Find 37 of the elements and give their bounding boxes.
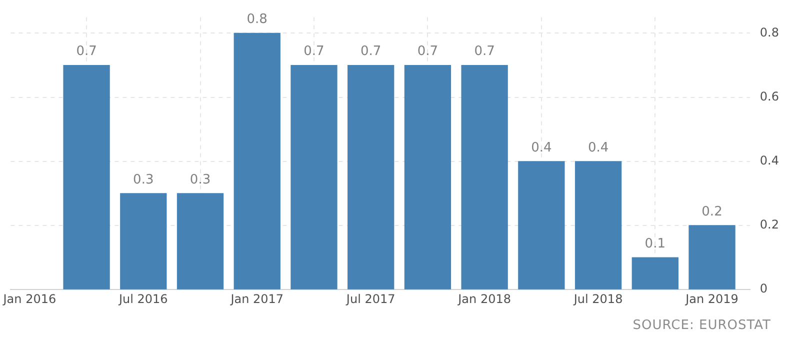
bar (120, 193, 167, 290)
bar (461, 64, 508, 290)
x-tick-label: Jan 2017 (230, 292, 284, 306)
x-tick-label: Jul 2016 (118, 292, 168, 306)
y-tick-label: 0.8 (760, 25, 780, 40)
bar (518, 161, 565, 290)
x-tick-label: Jan 2016 (2, 292, 56, 306)
data-label: 0.3 (190, 172, 211, 188)
data-label: 0.7 (474, 44, 495, 60)
x-tick-label: Jan 2018 (457, 292, 511, 306)
y-tick-label: 0.2 (760, 218, 780, 232)
x-tick-label: Jul 2018 (572, 292, 623, 306)
y-tick-label: 0.6 (760, 89, 780, 104)
source-note: SOURCE: EUROSTAT (632, 318, 771, 333)
bar (290, 64, 338, 290)
data-label: 0.1 (644, 236, 666, 252)
data-label: 0.8 (246, 12, 268, 28)
bar (632, 257, 678, 290)
data-label: 0.3 (133, 172, 154, 188)
bar (574, 161, 622, 290)
data-label: 0.7 (360, 44, 382, 60)
data-label: 0.4 (588, 140, 609, 156)
y-tick-label: 0.4 (760, 154, 780, 168)
bar (688, 225, 736, 290)
x-tick-label: Jul 2017 (345, 292, 396, 306)
bar (176, 193, 224, 290)
y-tick-label: 0 (760, 282, 768, 296)
bar (63, 64, 110, 290)
data-label: 0.4 (531, 140, 552, 156)
bar (348, 64, 394, 290)
bar (234, 32, 280, 290)
data-label: 0.7 (76, 44, 97, 60)
bar (404, 64, 452, 290)
data-label: 0.7 (304, 44, 324, 60)
x-tick-label: Jan 2019 (684, 292, 738, 306)
data-label: 0.7 (417, 44, 438, 60)
data-label: 0.2 (702, 204, 722, 220)
